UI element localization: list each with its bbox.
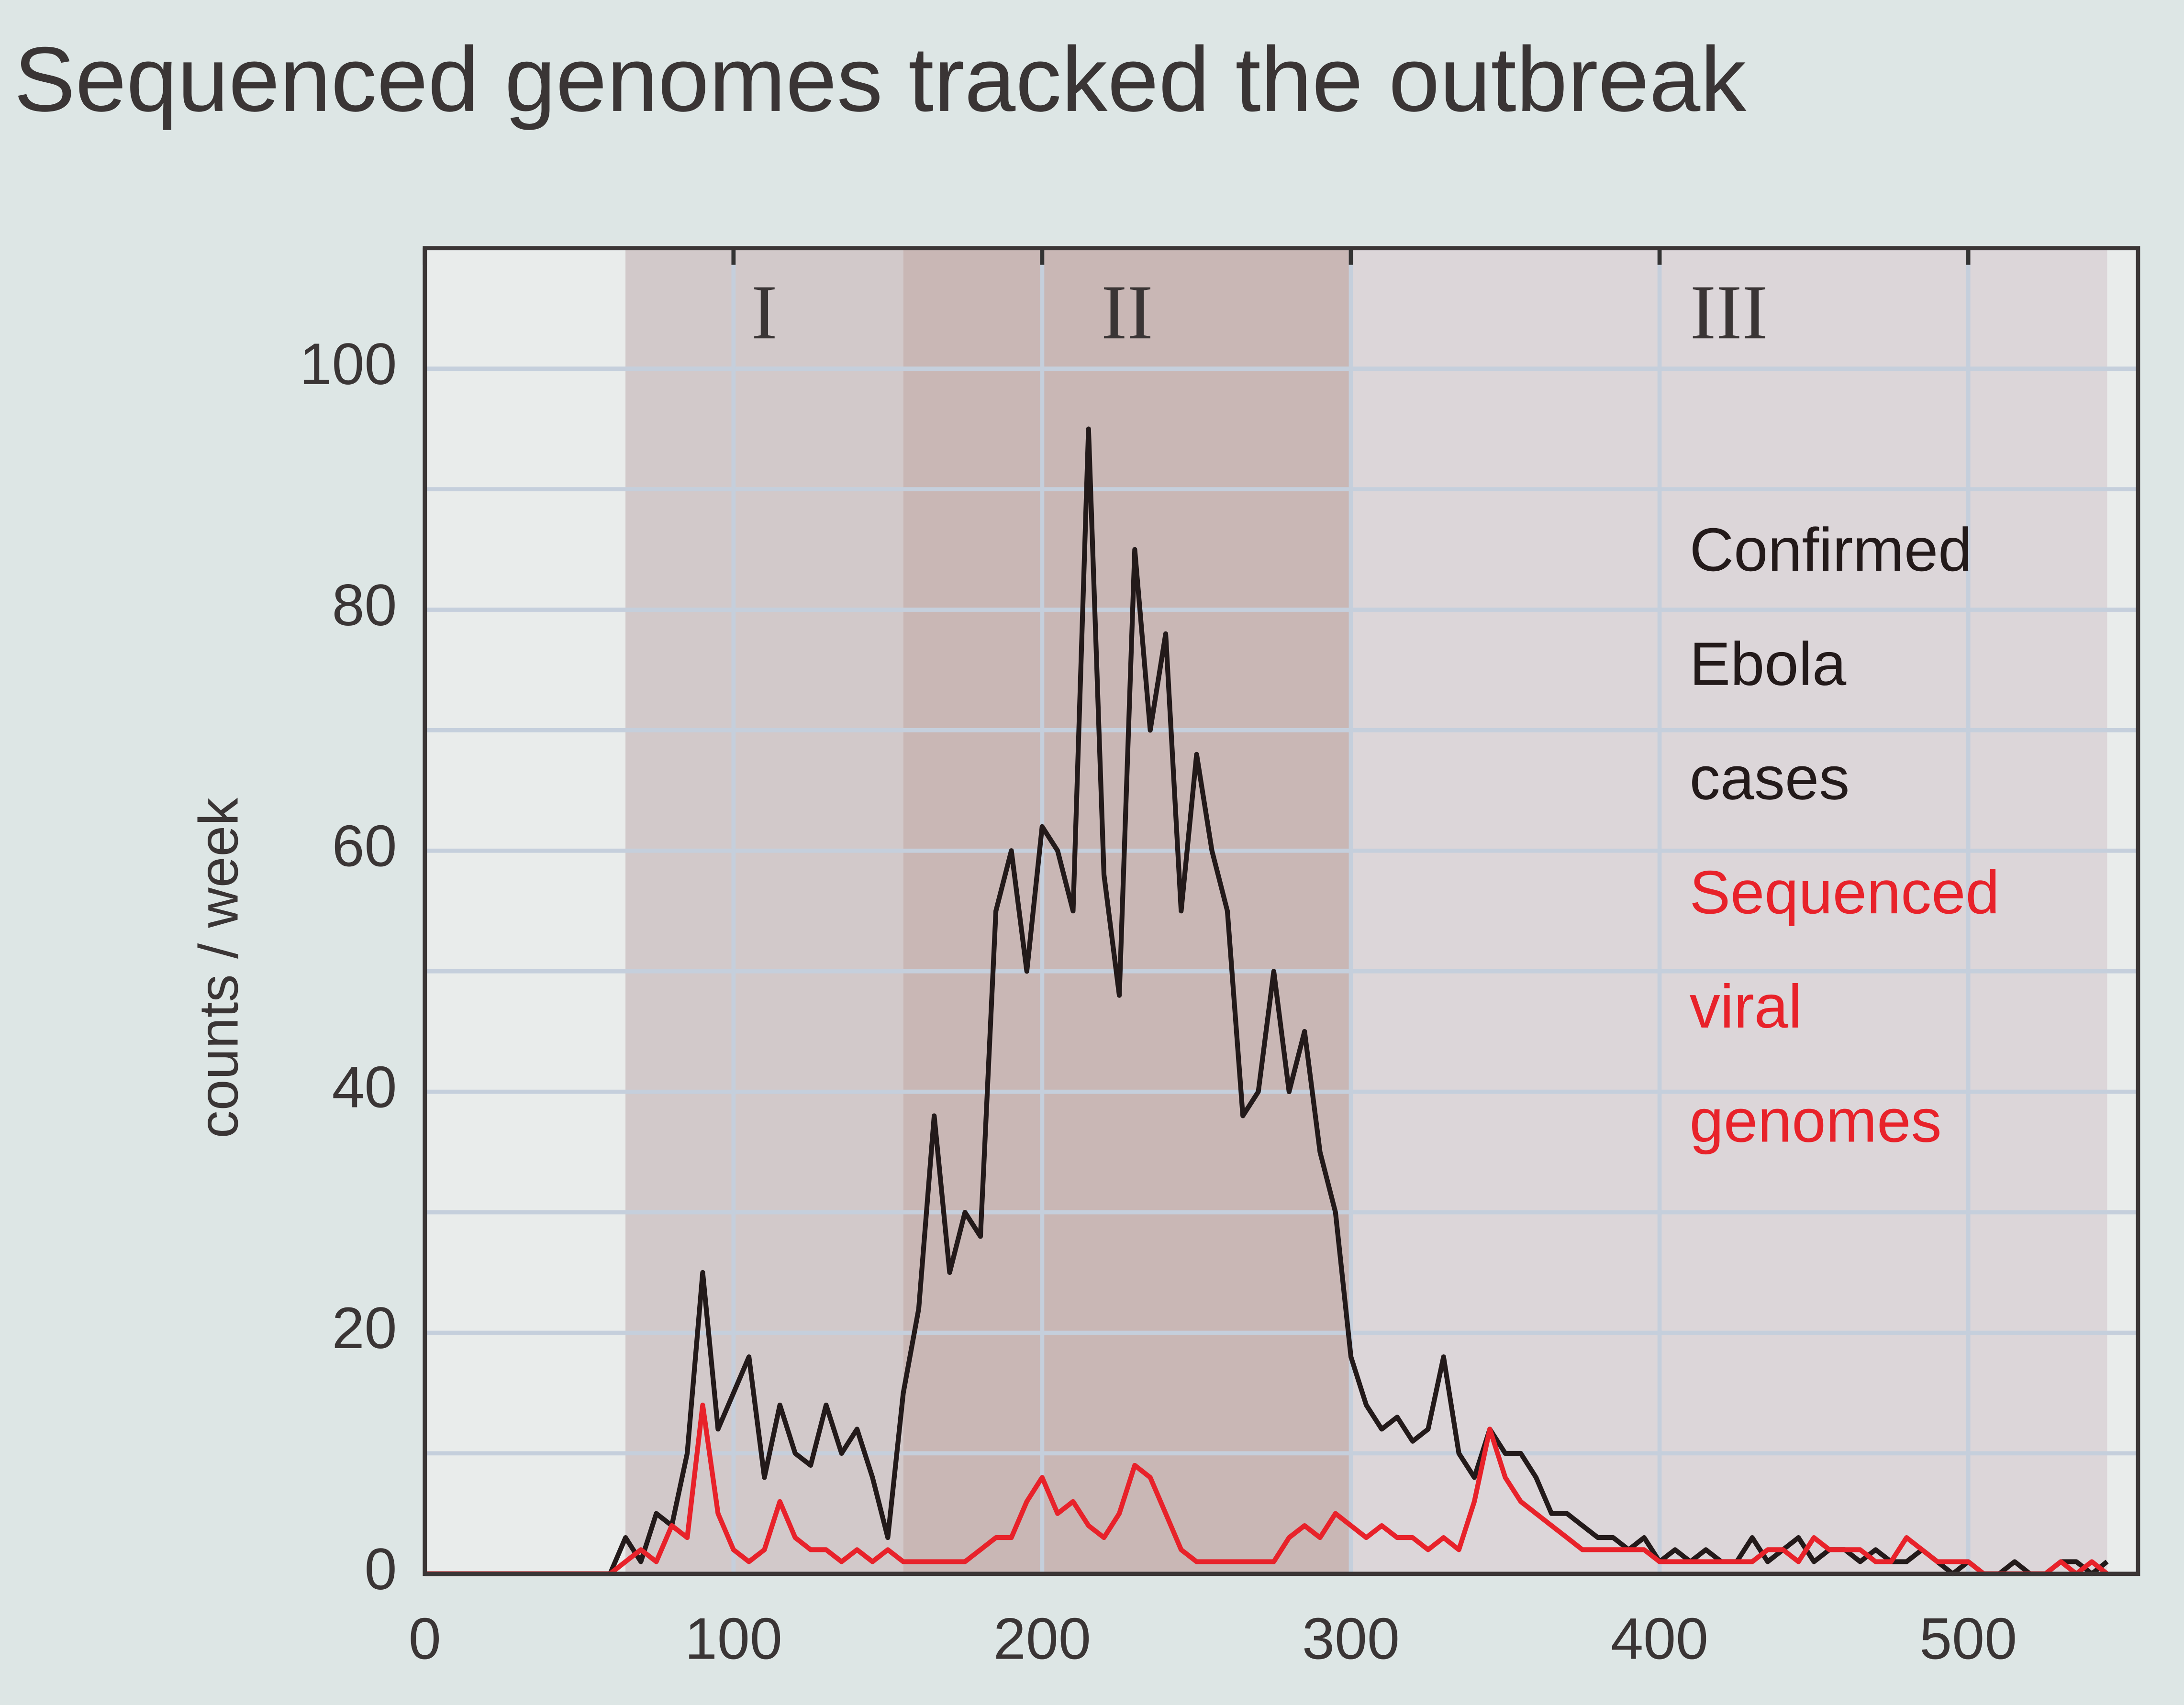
series-line: [424, 426, 2109, 1576]
region-band: [1350, 248, 2107, 1574]
legend-line: viral: [1690, 973, 1819, 1041]
legend-line: Sequenced: [1690, 858, 2017, 927]
region-label: III: [1690, 269, 1768, 355]
region-band: [625, 248, 903, 1574]
legend-line: cases: [1690, 744, 1850, 812]
legend-line: genomes: [1690, 1086, 1942, 1155]
x-tick-label: 0: [409, 1606, 441, 1672]
y-tick-label: 0: [365, 1536, 397, 1602]
x-tick-label: 500: [1919, 1606, 2017, 1672]
y-tick-label: 80: [332, 572, 397, 638]
y-tick-label: 100: [300, 331, 397, 397]
x-tick-label: 100: [685, 1606, 782, 1672]
series-line: [424, 1402, 2109, 1576]
y-axis-label: counts / week: [187, 797, 249, 1139]
x-tick-label: 400: [1611, 1606, 1708, 1672]
region-label: I: [751, 269, 777, 355]
legend-line: Ebola: [1690, 630, 1863, 698]
plot-frame: [423, 246, 2140, 1576]
y-tick-label: 20: [332, 1295, 397, 1361]
legend-line: Confirmed: [1690, 516, 1989, 584]
region-band: [903, 248, 1351, 1574]
y-tick-label: 40: [332, 1054, 397, 1119]
chart-title: Sequenced genomes tracked the outbreak: [14, 28, 1747, 131]
y-tick-label: 60: [332, 813, 397, 879]
x-tick-label: 200: [993, 1606, 1091, 1672]
region-label: II: [1101, 269, 1153, 355]
legend-entry: Confirmed Ebola cases: [1690, 516, 1989, 812]
x-tick-label: 300: [1302, 1606, 1400, 1672]
legend-entry: Sequenced viral genomes: [1690, 858, 2017, 1155]
